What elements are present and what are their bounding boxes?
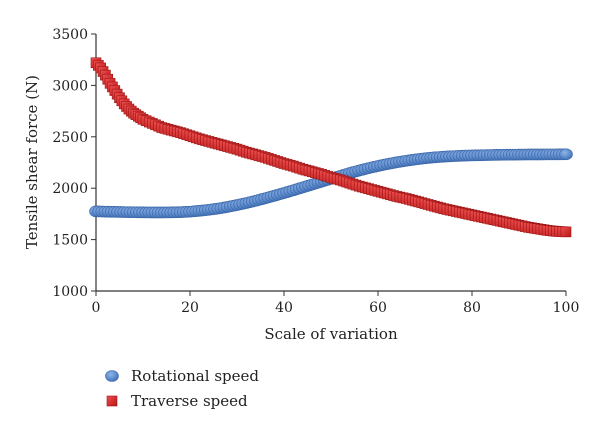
- x-axis-ticks: 0 20 40 60 80 100: [92, 291, 580, 316]
- y-axis-ticks: 1000 1500 2000 2500 3000 3500: [52, 27, 96, 300]
- x-tick-label: 20: [181, 300, 199, 316]
- series-layer: [89, 57, 573, 238]
- series-rotational-speed: [89, 148, 573, 219]
- y-tick-label: 2000: [52, 181, 88, 197]
- x-tick-label: 100: [553, 300, 580, 316]
- y-tick-label: 2500: [52, 130, 88, 146]
- legend-circle-marker: [105, 370, 119, 382]
- legend-label: Traverse speed: [131, 392, 248, 410]
- y-tick-label: 3000: [52, 78, 88, 94]
- data-point: [559, 148, 573, 161]
- x-tick-label: 60: [369, 300, 387, 316]
- x-tick-label: 0: [92, 300, 101, 316]
- legend-label: Rotational speed: [131, 367, 259, 385]
- legend-square-marker: [106, 395, 118, 407]
- x-tick-label: 80: [463, 300, 481, 316]
- y-tick-label: 1500: [52, 233, 88, 249]
- y-axis-title: Tensile shear force (N): [23, 75, 41, 249]
- y-tick-label: 1000: [52, 284, 88, 300]
- x-tick-label: 40: [275, 300, 293, 316]
- series-traverse-speed: [90, 57, 572, 238]
- data-point: [560, 226, 572, 238]
- y-tick-label: 3500: [52, 27, 88, 43]
- x-axis-title: Scale of variation: [264, 325, 398, 343]
- legend: Rotational speed Traverse speed: [105, 367, 259, 410]
